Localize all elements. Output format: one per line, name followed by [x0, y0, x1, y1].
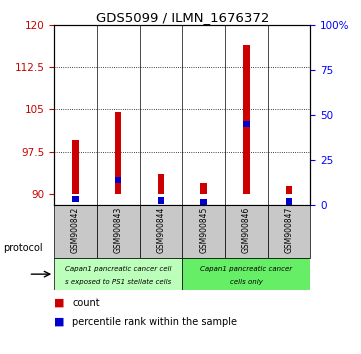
Text: count: count — [72, 298, 100, 308]
Text: cells only: cells only — [230, 279, 263, 285]
Bar — [97, 205, 140, 258]
Bar — [286, 198, 292, 205]
Text: GSM900842: GSM900842 — [71, 207, 80, 253]
Bar — [268, 25, 310, 205]
Bar — [200, 199, 207, 206]
Text: Capan1 pancreatic cancer cell: Capan1 pancreatic cancer cell — [65, 266, 171, 272]
Text: ■: ■ — [54, 317, 65, 327]
Bar — [182, 258, 310, 290]
Text: percentile rank within the sample: percentile rank within the sample — [72, 317, 237, 327]
Bar — [115, 112, 121, 194]
Text: ■: ■ — [54, 298, 65, 308]
Text: GSM900843: GSM900843 — [114, 207, 123, 253]
Bar — [158, 198, 164, 204]
Bar — [97, 25, 140, 205]
Text: GSM900845: GSM900845 — [199, 207, 208, 253]
Bar — [54, 25, 97, 205]
Text: protocol: protocol — [4, 243, 43, 253]
Bar — [268, 205, 310, 258]
Bar — [54, 258, 182, 290]
Bar — [200, 183, 207, 194]
Bar — [286, 185, 292, 194]
Text: GSM900846: GSM900846 — [242, 207, 251, 253]
Bar — [225, 25, 268, 205]
Text: GSM900844: GSM900844 — [156, 207, 165, 253]
Bar — [182, 25, 225, 205]
Bar — [115, 177, 121, 183]
Text: GSM900847: GSM900847 — [284, 207, 293, 253]
Bar — [158, 174, 164, 194]
Text: s exposed to PS1 stellate cells: s exposed to PS1 stellate cells — [65, 279, 171, 285]
Bar — [140, 25, 182, 205]
Bar — [140, 205, 182, 258]
Bar — [72, 196, 79, 202]
Text: Capan1 pancreatic cancer: Capan1 pancreatic cancer — [200, 266, 292, 272]
Bar — [243, 45, 249, 194]
Bar — [225, 205, 268, 258]
Bar — [182, 205, 225, 258]
Bar — [54, 205, 97, 258]
Bar — [243, 121, 249, 127]
Bar — [72, 141, 79, 194]
Title: GDS5099 / ILMN_1676372: GDS5099 / ILMN_1676372 — [96, 11, 269, 24]
